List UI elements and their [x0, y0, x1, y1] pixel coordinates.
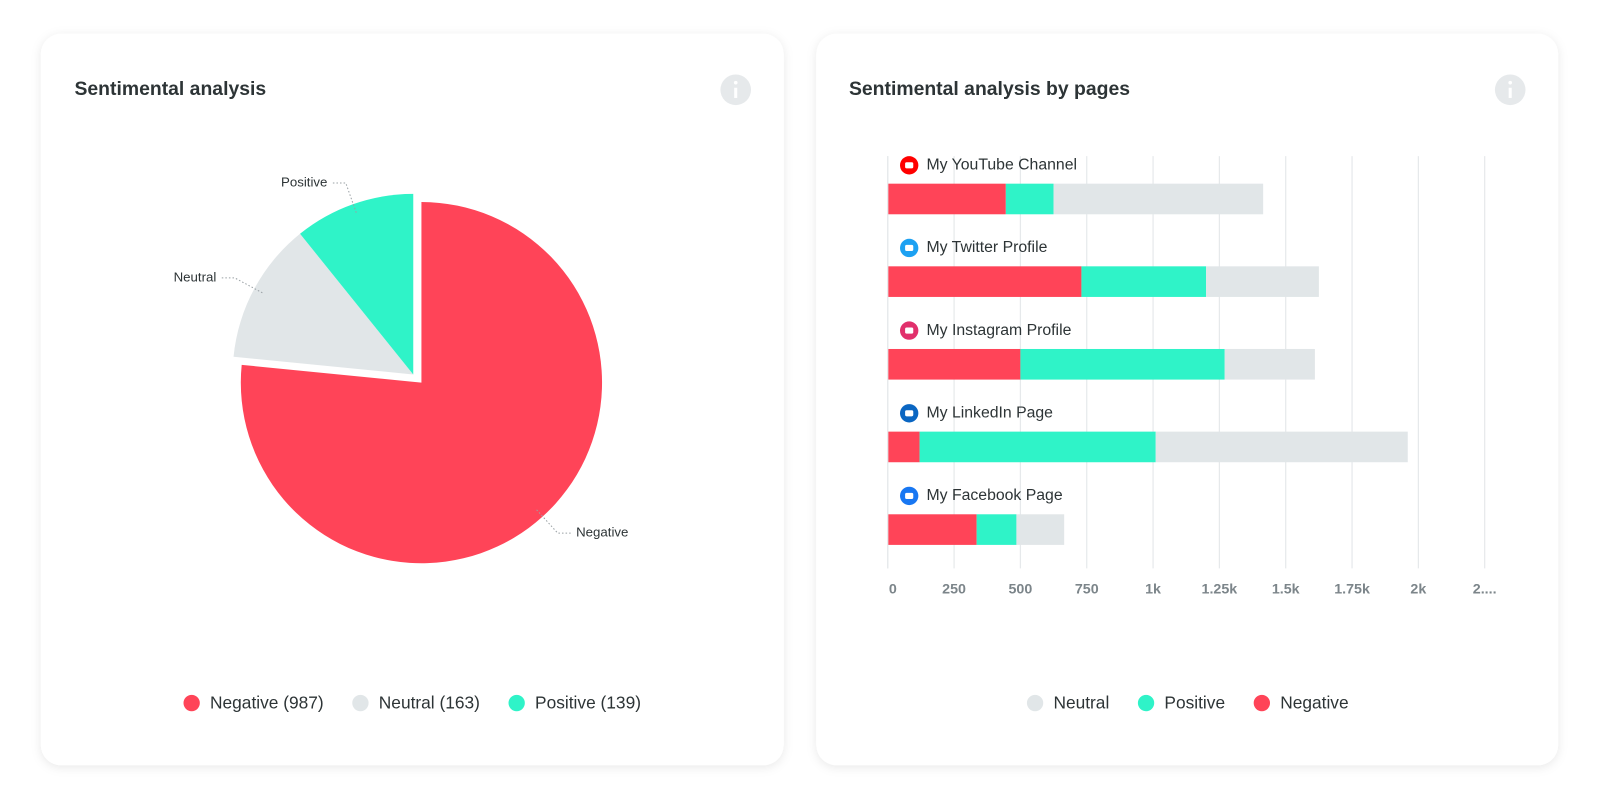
- bar-segment: [887, 514, 977, 545]
- pie-slice: [233, 233, 414, 375]
- bar-segment: [887, 348, 1021, 380]
- bar-segment: [1020, 348, 1225, 380]
- legend-label: Positive: [1164, 693, 1225, 713]
- info-icon[interactable]: [1494, 74, 1526, 106]
- x-tick-label: 500: [1009, 582, 1033, 598]
- bar-segment: [1081, 266, 1207, 297]
- x-tick-label: 750: [1075, 582, 1099, 598]
- chart-title: Sentimental analysis: [74, 78, 266, 100]
- bar-segment: [1224, 348, 1315, 380]
- category-label: My Facebook Page: [927, 487, 1063, 504]
- bar-segment: [976, 514, 1017, 545]
- bar-segment: [887, 266, 1082, 297]
- x-tick-label: 2....: [1473, 582, 1497, 598]
- legend-label: Negative (987): [210, 693, 324, 713]
- legend-label: Neutral: [1053, 693, 1109, 713]
- x-tick-label: 1.5k: [1272, 582, 1300, 598]
- bar-segment: [919, 431, 1156, 463]
- page-icon-glyph: [905, 492, 914, 499]
- x-tick-label: 250: [942, 582, 966, 598]
- bar-segment: [1016, 514, 1065, 545]
- page-icon-glyph: [905, 162, 914, 169]
- x-tick-label: 0: [889, 582, 897, 598]
- info-icon[interactable]: [720, 74, 752, 106]
- page-icon-glyph: [905, 244, 914, 252]
- legend-label: Neutral (163): [379, 693, 480, 713]
- category-label: My Instagram Profile: [927, 322, 1072, 339]
- x-tick-label: 1k: [1145, 582, 1161, 598]
- legend-marker: [1253, 694, 1271, 712]
- slice-label: Positive: [281, 174, 327, 189]
- legend-marker: [508, 694, 525, 712]
- slice-label: Neutral: [174, 269, 217, 284]
- chart-title: Sentimental analysis by pages: [849, 78, 1130, 100]
- page-icon-glyph: [905, 327, 914, 334]
- x-tick-label: 1.75k: [1334, 582, 1370, 598]
- legend-label: Negative: [1280, 693, 1348, 713]
- category-label: My YouTube Channel: [927, 156, 1077, 173]
- pie-slice: [300, 193, 414, 375]
- bar-segment: [1155, 431, 1408, 463]
- card: [816, 33, 1559, 766]
- category-label: My Twitter Profile: [927, 239, 1048, 256]
- legend-marker: [1137, 694, 1155, 712]
- legend-marker: [1026, 694, 1044, 712]
- legend-marker: [183, 694, 200, 712]
- bar-segment: [887, 431, 920, 463]
- x-tick-label: 1.25k: [1202, 582, 1238, 598]
- bar-segment: [887, 183, 1006, 215]
- legend-marker: [352, 694, 369, 712]
- page-icon-glyph: [905, 410, 914, 417]
- category-label: My LinkedIn Page: [927, 404, 1054, 421]
- legend-label: Positive (139): [535, 693, 641, 713]
- pie-slice: [240, 202, 603, 564]
- slice-label: Negative: [576, 525, 628, 540]
- bar-segment: [1206, 266, 1319, 297]
- bar-segment: [1005, 183, 1054, 215]
- x-tick-label: 2k: [1410, 582, 1426, 598]
- bar-segment: [1053, 183, 1264, 215]
